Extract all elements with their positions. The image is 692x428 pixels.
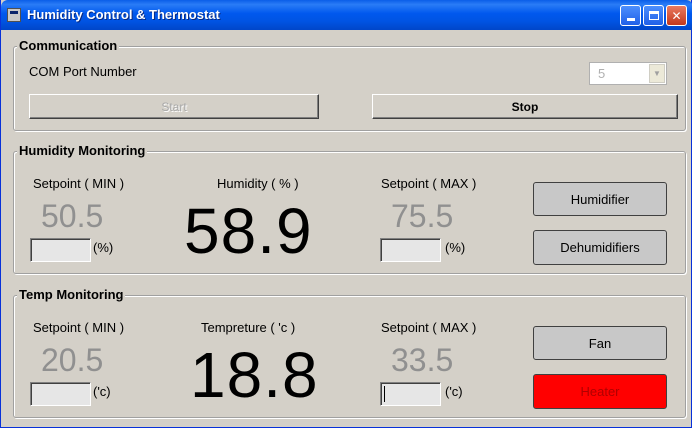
title-bar[interactable]: Humidity Control & Thermostat ✕ [1, 0, 692, 30]
heater-button[interactable]: Heater [533, 374, 667, 409]
app-icon[interactable] [7, 8, 21, 22]
temp-max-input[interactable] [380, 382, 441, 406]
humidity-group-title: Humidity Monitoring [17, 143, 148, 158]
temp-max-unit: ('c) [445, 384, 463, 399]
temp-min-unit: ('c) [93, 384, 111, 399]
humidity-group: Humidity Monitoring [13, 143, 686, 274]
com-port-label: COM Port Number [29, 64, 137, 79]
minimize-button[interactable] [620, 5, 641, 26]
temp-group: Temp Monitoring [13, 287, 686, 418]
humidity-min-unit: (%) [93, 240, 114, 255]
close-button[interactable]: ✕ [666, 5, 687, 26]
humidity-setpoint-min-value: 50.5 [41, 198, 104, 234]
stop-button[interactable]: Stop [372, 94, 678, 119]
humidity-reading-label: Humidity ( % ) [217, 176, 299, 191]
com-port-select[interactable]: 5 ▼ [589, 62, 667, 85]
humidity-setpoint-min-label: Setpoint ( MIN ) [33, 176, 125, 191]
chevron-down-icon[interactable]: ▼ [649, 64, 665, 83]
fan-button[interactable]: Fan [533, 326, 667, 360]
com-port-value: 5 [598, 66, 606, 81]
communication-group-title: Communication [17, 38, 120, 53]
minimize-icon [626, 18, 635, 21]
temp-group-title: Temp Monitoring [17, 287, 126, 302]
communication-group: Communication [13, 38, 686, 131]
humidifier-button[interactable]: Humidifier [533, 182, 667, 216]
maximize-button[interactable] [643, 5, 664, 26]
close-icon: ✕ [671, 8, 682, 23]
text-caret [384, 386, 385, 402]
dehumidifier-button[interactable]: Dehumidifiers [533, 230, 667, 265]
temp-setpoint-max-label: Setpoint ( MAX ) [381, 320, 477, 335]
start-button[interactable]: Start [29, 94, 319, 119]
temp-setpoint-min-label: Setpoint ( MIN ) [33, 320, 125, 335]
window-title: Humidity Control & Thermostat [27, 7, 220, 22]
humidity-max-input[interactable] [380, 238, 441, 262]
temp-setpoint-min-value: 20.5 [41, 342, 104, 378]
humidity-max-unit: (%) [445, 240, 466, 255]
humidity-reading-value: 58.9 [184, 195, 313, 267]
temp-reading-value: 18.8 [190, 339, 319, 411]
humidity-setpoint-max-label: Setpoint ( MAX ) [381, 176, 477, 191]
temp-min-input[interactable] [30, 382, 91, 406]
humidity-setpoint-max-value: 75.5 [391, 198, 454, 234]
temp-setpoint-max-value: 33.5 [391, 342, 454, 378]
maximize-icon [648, 11, 659, 20]
humidity-min-input[interactable] [30, 238, 91, 262]
temp-reading-label: Tempreture ( 'c ) [201, 320, 296, 335]
